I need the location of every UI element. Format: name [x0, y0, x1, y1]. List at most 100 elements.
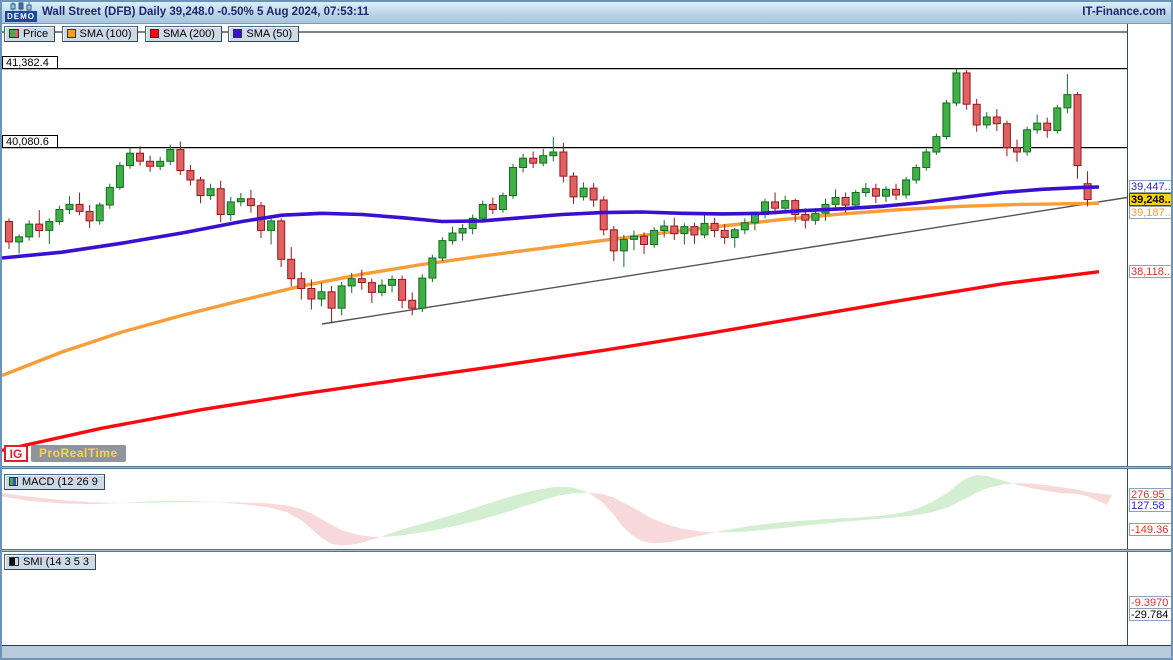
candle-body	[650, 229, 659, 245]
macd-fill	[957, 478, 967, 503]
candle-body	[549, 151, 558, 157]
macd-legend-chip[interactable]: MACD (12 26 9	[4, 473, 107, 491]
candle-body	[861, 188, 870, 193]
candle-body	[1063, 94, 1072, 109]
macd-fill	[522, 488, 542, 507]
candle-body	[236, 198, 245, 203]
level-label-41382[interactable]: 41,382.4	[2, 56, 58, 69]
macd-fill	[932, 493, 947, 513]
macd-fill	[614, 497, 622, 526]
prorealtime-logo: ProRealTime	[31, 445, 126, 462]
macd-fill	[702, 530, 722, 536]
macd-fill	[302, 509, 312, 530]
macd-fill	[967, 475, 977, 498]
macd-fill	[1087, 491, 1097, 501]
candle-body	[801, 214, 810, 221]
macd-legend-label: MACD (12 26 9	[22, 475, 98, 488]
legend-sma200-chip[interactable]: SMA (200)	[144, 26, 222, 42]
chart-canvas[interactable]	[2, 24, 1127, 645]
chart-title: Wall Street (DFB) Daily 39,248.0 -0.50% …	[42, 6, 370, 18]
macd-fill	[387, 529, 402, 537]
macd-fill	[722, 527, 742, 533]
candle-body	[1023, 129, 1032, 153]
smi-legend-label: SMI (14 3 5 3	[23, 555, 90, 568]
candle-body	[55, 209, 64, 222]
legend-sma200-label: SMA (200)	[162, 27, 215, 40]
candle-body	[952, 72, 961, 104]
candle-body	[982, 116, 991, 126]
candle-body	[388, 278, 396, 286]
macd-fill	[742, 524, 762, 532]
candle-body	[478, 203, 487, 219]
brand-link[interactable]: IT-Finance.com	[1082, 6, 1166, 18]
candle-body	[902, 179, 911, 196]
candle-body	[519, 157, 528, 168]
legend-sma50-chip[interactable]: SMA (50)	[228, 26, 300, 42]
candle-body	[307, 288, 316, 300]
candle-body	[589, 187, 598, 201]
legend-sma100-chip[interactable]: SMA (100)	[61, 26, 139, 42]
legend-price-chip[interactable]: Price	[4, 26, 56, 42]
candle-body	[398, 278, 407, 301]
candle-body	[206, 188, 215, 197]
candle-body	[136, 152, 144, 162]
candle-body	[509, 167, 517, 197]
candle-body	[246, 198, 255, 207]
macd-fill	[587, 491, 602, 502]
chart-area[interactable]: Price SMA (100) SMA (200) SMA (50) 41,38…	[2, 24, 1171, 658]
sma100-value-box: 39,187..	[1129, 206, 1171, 219]
macd-fill	[122, 501, 152, 503]
candle-body	[1033, 122, 1042, 131]
candle-body	[569, 175, 578, 198]
macd-fill	[862, 515, 882, 521]
candle-body	[720, 229, 729, 238]
candle-body	[932, 136, 941, 153]
candle-body	[740, 222, 749, 231]
candle-body	[277, 220, 286, 260]
candle-body	[609, 229, 618, 252]
macd-fill	[1062, 487, 1077, 494]
candle-body	[922, 151, 931, 168]
candle-body	[367, 282, 376, 293]
macd-fill	[762, 522, 782, 531]
candle-body	[126, 152, 134, 167]
price-icon	[9, 29, 19, 38]
macd-fill	[62, 500, 92, 505]
candle-body	[599, 199, 608, 231]
level-label-40080[interactable]: 40,080.6	[2, 135, 58, 148]
sma200-icon	[149, 29, 159, 38]
candle-body	[700, 222, 709, 236]
candle-body	[75, 203, 84, 212]
candle-body	[186, 170, 195, 181]
macd-fill	[502, 493, 522, 514]
candle-body	[337, 285, 346, 309]
candle-body	[1073, 94, 1082, 167]
candle-body	[85, 210, 94, 222]
candle-body	[5, 221, 13, 243]
macd-value-box: 127.58	[1129, 499, 1171, 512]
candle-body	[448, 232, 457, 242]
panel-separator[interactable]	[2, 549, 1171, 552]
macd-fill	[632, 507, 642, 542]
macd-fill	[802, 519, 822, 526]
macd-fill	[667, 524, 682, 543]
candle-body	[942, 102, 951, 137]
candle-body	[841, 197, 850, 206]
smi-legend-chip[interactable]: SMI (14 3 5 3	[4, 553, 98, 571]
candle-body	[317, 291, 326, 300]
candle-body	[539, 155, 548, 164]
time-axis[interactable]	[2, 645, 1171, 658]
candle-body	[196, 179, 205, 197]
candle-body	[871, 188, 880, 197]
macd-fill	[842, 517, 862, 522]
candle-body	[529, 157, 538, 164]
candle-body	[408, 299, 417, 309]
panel-separator[interactable]	[2, 466, 1171, 469]
macd-fill	[1032, 483, 1047, 492]
legend-sma100-label: SMA (100)	[79, 27, 132, 40]
macd-fill	[372, 534, 387, 540]
price-axis[interactable]: 39,447.. 39,248.. 39,187.. 38,118.. 276.…	[1127, 24, 1171, 645]
macd-fill	[422, 517, 442, 533]
candle-body	[166, 149, 175, 162]
candle-body	[579, 187, 588, 198]
